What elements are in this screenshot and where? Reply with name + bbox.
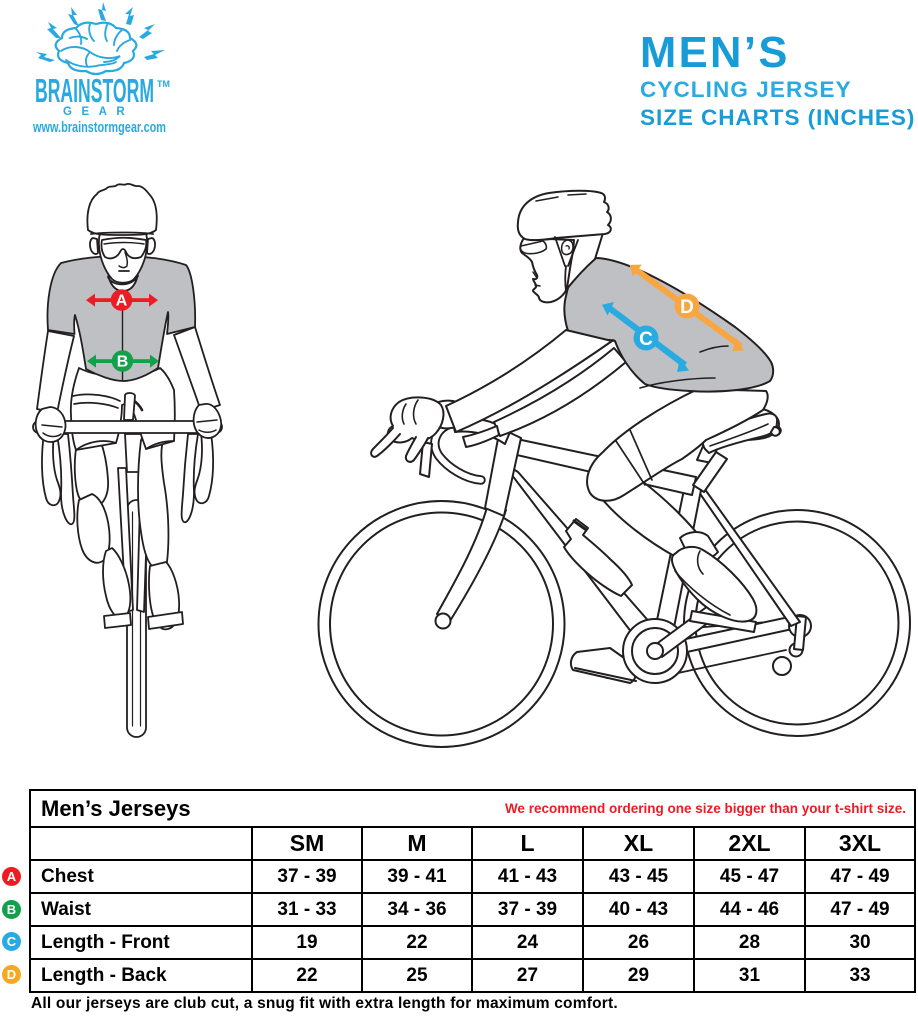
svg-text:TM: TM: [157, 79, 170, 89]
svg-text:D: D: [680, 297, 694, 318]
svg-text:B: B: [117, 354, 129, 371]
svg-text:www.brainstormgear.com: www.brainstormgear.com: [32, 119, 166, 136]
svg-text:BRAINSTORM: BRAINSTORM: [35, 72, 154, 109]
svg-text:GEAR: GEAR: [63, 106, 134, 118]
svg-text:A: A: [116, 293, 128, 310]
svg-text:C: C: [639, 329, 653, 350]
